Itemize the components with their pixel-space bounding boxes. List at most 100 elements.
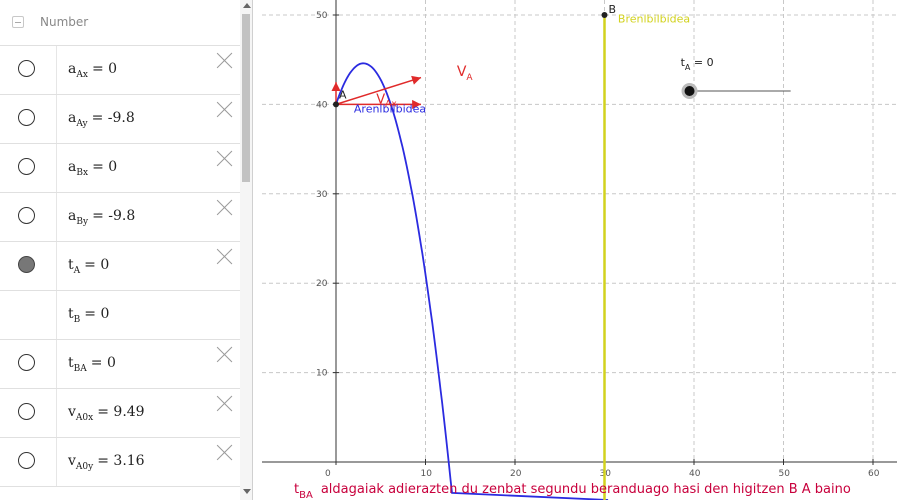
algebra-expression[interactable]: vA0y = 3.16 xyxy=(68,453,145,472)
visibility-toggle[interactable] xyxy=(0,291,57,339)
visibility-dot-icon[interactable] xyxy=(18,452,35,469)
visibility-toggle[interactable] xyxy=(0,242,57,290)
algebra-expression[interactable]: vA0x = 9.49 xyxy=(68,404,145,423)
algebra-expression[interactable]: aBx = 0 xyxy=(68,159,118,178)
visibility-dot-icon[interactable] xyxy=(18,403,35,420)
var-value: = 0 xyxy=(91,61,118,77)
var-value: = -9.8 xyxy=(92,208,136,224)
grid xyxy=(262,0,897,462)
scroll-up-icon[interactable] xyxy=(243,3,251,8)
scroll-thumb[interactable] xyxy=(242,14,250,182)
x-tick-label: 40 xyxy=(689,469,701,479)
y-tick-label: 20 xyxy=(316,279,328,289)
algebra-row[interactable]: aAx = 0 xyxy=(0,46,252,95)
var-subscript: By xyxy=(76,217,89,227)
var-subscript: A xyxy=(73,266,81,276)
var-name: v xyxy=(68,453,76,469)
algebra-scrollbar[interactable] xyxy=(240,0,252,500)
vector-a-letter: V xyxy=(457,64,467,80)
var-value: = 0 xyxy=(90,355,116,371)
delete-icon[interactable] xyxy=(216,346,233,363)
visibility-toggle[interactable] xyxy=(0,340,57,388)
vector-a[interactable] xyxy=(335,76,422,106)
var-name: t xyxy=(68,306,74,322)
algebra-row[interactable]: aBy = -9.8 xyxy=(0,193,252,242)
algebra-row[interactable]: aAy = -9.8 xyxy=(0,95,252,144)
visibility-dot-icon[interactable] xyxy=(18,256,35,273)
delete-icon[interactable] xyxy=(216,248,233,265)
delete-icon[interactable] xyxy=(216,395,233,412)
var-name: t xyxy=(68,355,74,371)
vector-ax-head xyxy=(412,99,422,109)
var-value: = 9.49 xyxy=(97,404,145,420)
algebra-row[interactable]: tB = 0 xyxy=(0,291,252,340)
point-a-label: A xyxy=(339,88,347,101)
var-subscript: Ax xyxy=(76,70,88,80)
scroll-down-icon[interactable] xyxy=(243,489,251,494)
path-b-label: Brenlbilbidea xyxy=(618,12,690,25)
trajectory-a[interactable] xyxy=(335,62,609,501)
delete-icon[interactable] xyxy=(216,52,233,69)
vectors[interactable] xyxy=(331,75,422,109)
slider-handle[interactable] xyxy=(684,85,695,96)
y-tick-label: 40 xyxy=(316,100,328,110)
visibility-toggle[interactable] xyxy=(0,389,57,437)
y-tick-label: 10 xyxy=(316,369,328,379)
vector-ay-head xyxy=(331,82,341,91)
algebra-expression[interactable]: tB = 0 xyxy=(68,306,109,325)
algebra-expression[interactable]: tA = 0 xyxy=(68,257,109,276)
point-b[interactable] xyxy=(601,12,608,18)
x-tick-label: 10 xyxy=(421,469,433,479)
algebra-row[interactable]: vA0x = 9.49 xyxy=(0,389,252,438)
delete-icon[interactable] xyxy=(216,150,233,167)
delete-icon[interactable] xyxy=(216,199,233,216)
var-subscript: Bx xyxy=(76,168,89,178)
group-label-number: Number xyxy=(40,15,89,29)
visibility-dot-icon[interactable] xyxy=(18,158,35,175)
slider-value: = 0 xyxy=(690,56,713,69)
visibility-toggle[interactable] xyxy=(0,46,57,94)
algebra-row[interactable]: tA = 0 xyxy=(0,242,252,291)
slider-letter: t xyxy=(681,56,686,69)
var-value: = 0 xyxy=(92,159,118,175)
algebra-row[interactable]: vA0y = 3.16 xyxy=(0,438,252,487)
axes: 01020304050601020304050 xyxy=(262,0,897,479)
vector-a-sub: A xyxy=(466,73,473,83)
graphics-view[interactable]: 01020304050601020304050 A B Arenlbilbide… xyxy=(252,0,897,501)
visibility-dot-icon[interactable] xyxy=(18,354,35,371)
var-name: a xyxy=(68,61,77,77)
var-subscript: B xyxy=(73,315,81,325)
var-value: = 3.16 xyxy=(97,453,145,469)
x-tick-label: 50 xyxy=(779,469,791,479)
algebra-expression[interactable]: aAx = 0 xyxy=(68,61,118,80)
algebra-row[interactable]: tBA = 0 xyxy=(0,340,252,389)
visibility-dot-icon[interactable] xyxy=(18,207,35,224)
slider-label: tA = 0 xyxy=(681,56,714,72)
visibility-toggle[interactable] xyxy=(0,144,57,192)
vector-ax-label: VAx xyxy=(376,92,397,109)
visibility-dot-icon[interactable] xyxy=(18,109,35,126)
caption-var: t xyxy=(294,482,299,497)
var-subscript: A0x xyxy=(75,413,94,423)
algebra-row[interactable]: aBx = 0 xyxy=(0,144,252,193)
y-tick-label: 50 xyxy=(316,11,328,21)
delete-icon[interactable] xyxy=(216,101,233,118)
visibility-dot-icon[interactable] xyxy=(18,60,35,77)
var-subscript: Ay xyxy=(76,119,88,129)
var-value: = -9.8 xyxy=(91,110,135,126)
var-name: t xyxy=(68,257,74,273)
point-a[interactable] xyxy=(333,101,339,108)
graph-canvas[interactable]: 01020304050601020304050 A B Arenlbilbide… xyxy=(252,0,897,501)
delete-icon[interactable] xyxy=(216,444,233,461)
slider-ta[interactable]: tA = 0 xyxy=(681,56,791,99)
algebra-expression[interactable]: aBy = -9.8 xyxy=(68,208,136,227)
collapse-icon[interactable] xyxy=(12,16,24,28)
visibility-toggle[interactable] xyxy=(0,438,57,486)
algebra-expression[interactable]: tBA = 0 xyxy=(68,355,116,374)
algebra-header: Number xyxy=(0,0,252,46)
vector-ax-letter: V xyxy=(376,92,385,107)
visibility-toggle[interactable] xyxy=(0,193,57,241)
algebra-view: Number aAx = 0 aAy = -9.8 aBx = 0 aBy = -9.8 tA =… xyxy=(0,0,253,500)
visibility-toggle[interactable] xyxy=(0,95,57,143)
algebra-expression[interactable]: aAy = -9.8 xyxy=(68,110,135,129)
